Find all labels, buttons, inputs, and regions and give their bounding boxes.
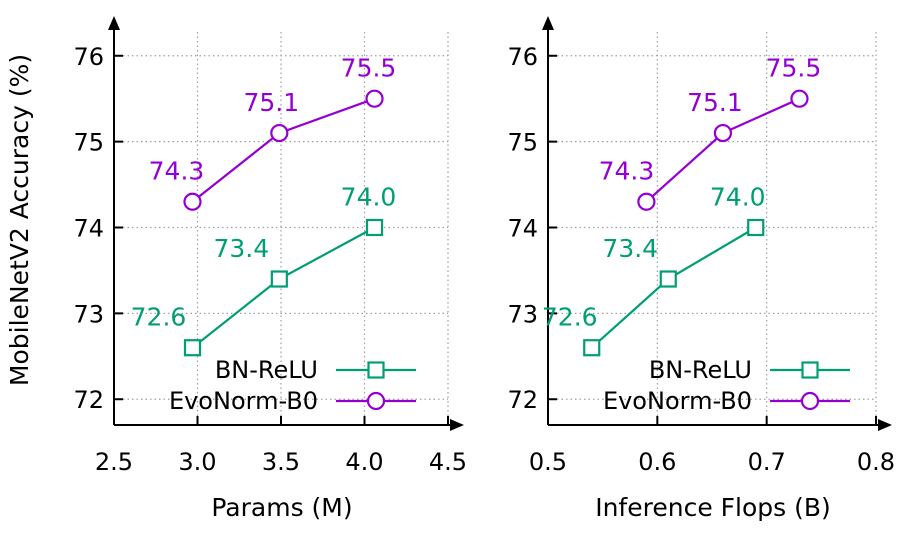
data-label: 74.0 <box>341 183 397 212</box>
legend-marker-square <box>801 361 819 379</box>
data-label: 73.4 <box>213 234 269 263</box>
data-point-circle <box>365 89 384 108</box>
data-point-circle <box>637 192 656 211</box>
legend-label: BN-ReLU <box>649 356 752 384</box>
legend-label: BN-ReLU <box>215 356 318 384</box>
data-point-circle <box>713 123 733 143</box>
y-tick-label: 75 <box>73 129 104 157</box>
data-point-square <box>659 270 677 288</box>
y-tick-label: 76 <box>73 43 104 71</box>
data-point-square <box>747 218 765 237</box>
x-tick-label: 0.8 <box>857 448 895 476</box>
x-tick-label: 4.5 <box>429 448 467 476</box>
data-label: 74.3 <box>599 157 655 186</box>
data-point-square <box>583 339 601 357</box>
x-axis-label: Inference Flops (B) <box>595 493 831 522</box>
y-tick-label: 73 <box>507 300 538 328</box>
x-axis-arrow <box>450 419 464 431</box>
y-tick-label: 72 <box>73 386 104 414</box>
x-axis-arrow <box>878 419 892 431</box>
data-label: 75.1 <box>243 88 299 117</box>
data-label: 72.6 <box>131 303 187 332</box>
legend-label: EvoNorm-B0 <box>169 387 318 415</box>
y-axis-label: MobileNetV2 Accuracy (%) <box>5 54 34 386</box>
x-tick-label: 3.5 <box>262 448 300 476</box>
data-point-circle <box>270 123 289 143</box>
data-point-square <box>183 339 202 357</box>
panel-flops: 72 73 74 75 76 0.5 0.6 0.7 0.8 Inference Flops (B… <box>507 16 895 522</box>
legend-marker-circle <box>366 391 386 411</box>
x-tick-label: 2.5 <box>95 448 133 476</box>
x-axis-label: Params (M) <box>211 493 352 522</box>
data-label: 73.4 <box>602 234 658 263</box>
x-tick-label: 3.0 <box>178 448 216 476</box>
y-tick-label: 72 <box>507 386 538 414</box>
y-tick-label: 74 <box>73 215 104 243</box>
data-point-circle <box>183 192 202 211</box>
data-label: 72.6 <box>542 303 598 332</box>
data-point-square <box>270 270 288 288</box>
x-tick-label: 0.5 <box>529 448 567 476</box>
data-label: 74.3 <box>149 157 205 186</box>
data-label: 75.5 <box>766 54 822 83</box>
legend-marker-circle <box>800 391 820 411</box>
data-label: 75.1 <box>687 88 743 117</box>
y-axis-arrow <box>108 16 120 30</box>
y-tick-label: 74 <box>507 215 538 243</box>
y-axis-arrow <box>542 16 554 30</box>
data-point-circle <box>790 89 809 108</box>
legend-label: EvoNorm-B0 <box>603 387 752 415</box>
x-tick-label: 4.0 <box>345 448 383 476</box>
y-tick-label: 75 <box>507 129 538 157</box>
x-tick-label: 0.6 <box>638 448 676 476</box>
data-label: 75.5 <box>341 54 397 83</box>
y-tick-label: 73 <box>73 300 104 328</box>
y-tick-label: 76 <box>507 43 538 71</box>
x-tick-label: 0.7 <box>748 448 786 476</box>
data-point-square <box>365 218 384 237</box>
panel-params: 72 73 74 75 76 2.5 3.0 3.5 4.0 4.5 Params (M) 72.6 7… <box>73 16 467 522</box>
legend-marker-square <box>367 361 385 379</box>
data-label: 74.0 <box>710 183 766 212</box>
